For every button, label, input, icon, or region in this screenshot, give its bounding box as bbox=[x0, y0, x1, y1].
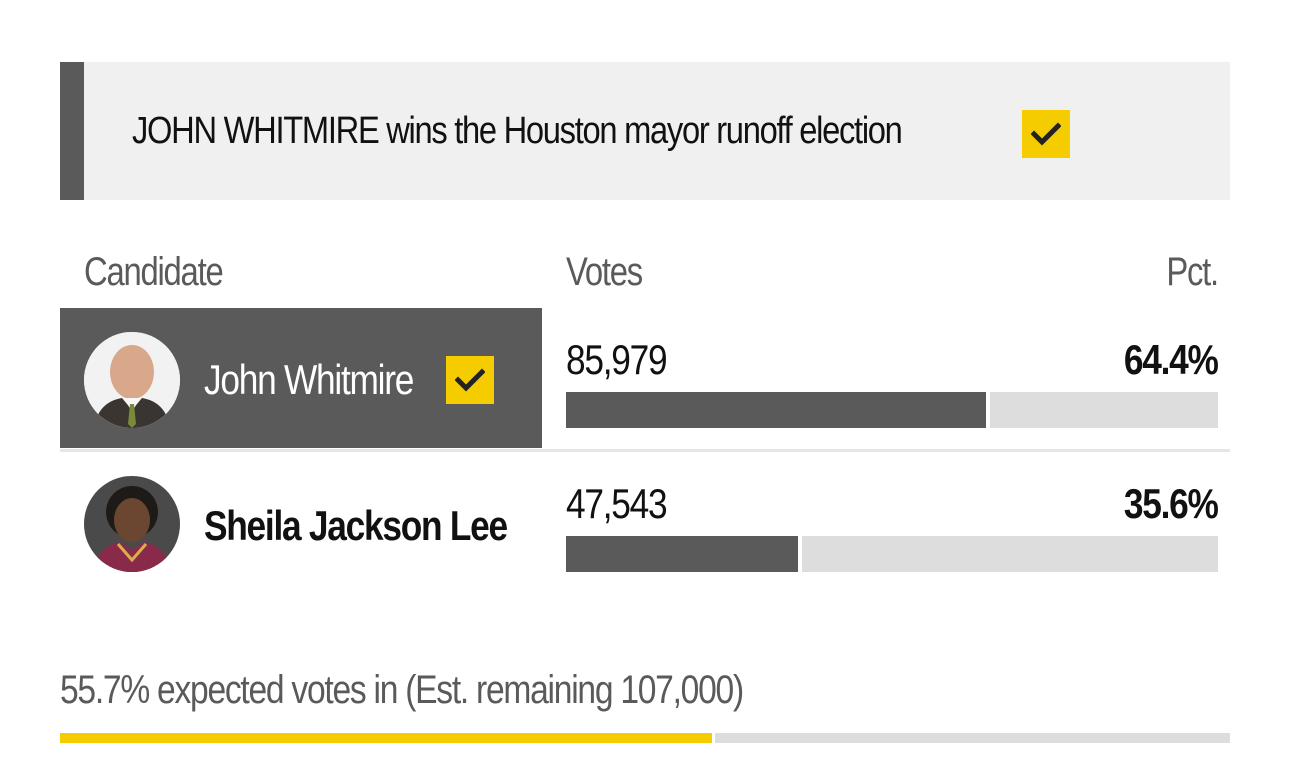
row-divider bbox=[60, 449, 1230, 452]
candidate-votes: 47,543 bbox=[566, 480, 668, 527]
candidate-name: Sheila Jackson Lee bbox=[204, 502, 508, 549]
winner-checkmark-icon bbox=[446, 356, 494, 404]
candidate-pct: 64.4% bbox=[1124, 336, 1219, 383]
column-header-candidate: Candidate bbox=[84, 250, 224, 294]
result-banner: JOHN WHITMIRE wins the Houston mayor run… bbox=[60, 62, 1230, 200]
vote-share-fill bbox=[566, 536, 803, 572]
candidate-name: John Whitmire bbox=[204, 356, 414, 403]
vote-share-bar bbox=[566, 536, 1218, 572]
candidate-avatar-whitmire bbox=[84, 332, 180, 428]
column-header-votes: Votes bbox=[566, 250, 643, 294]
checkmark-icon bbox=[1022, 110, 1070, 158]
banner-title: JOHN WHITMIRE wins the Houston mayor run… bbox=[132, 110, 903, 152]
vote-share-bar bbox=[566, 392, 1218, 428]
expected-votes-progress-fill bbox=[60, 733, 715, 743]
expected-votes-text: 55.7% expected votes in (Est. remaining … bbox=[60, 668, 744, 712]
expected-votes-progress bbox=[60, 733, 1230, 743]
candidate-votes: 85,979 bbox=[566, 336, 668, 383]
candidate-pct: 35.6% bbox=[1124, 480, 1219, 527]
vote-share-fill bbox=[566, 392, 990, 428]
column-header-pct: Pct. bbox=[1166, 250, 1219, 294]
banner-accent-bar bbox=[60, 62, 84, 200]
candidate-avatar-jackson-lee bbox=[84, 476, 180, 572]
